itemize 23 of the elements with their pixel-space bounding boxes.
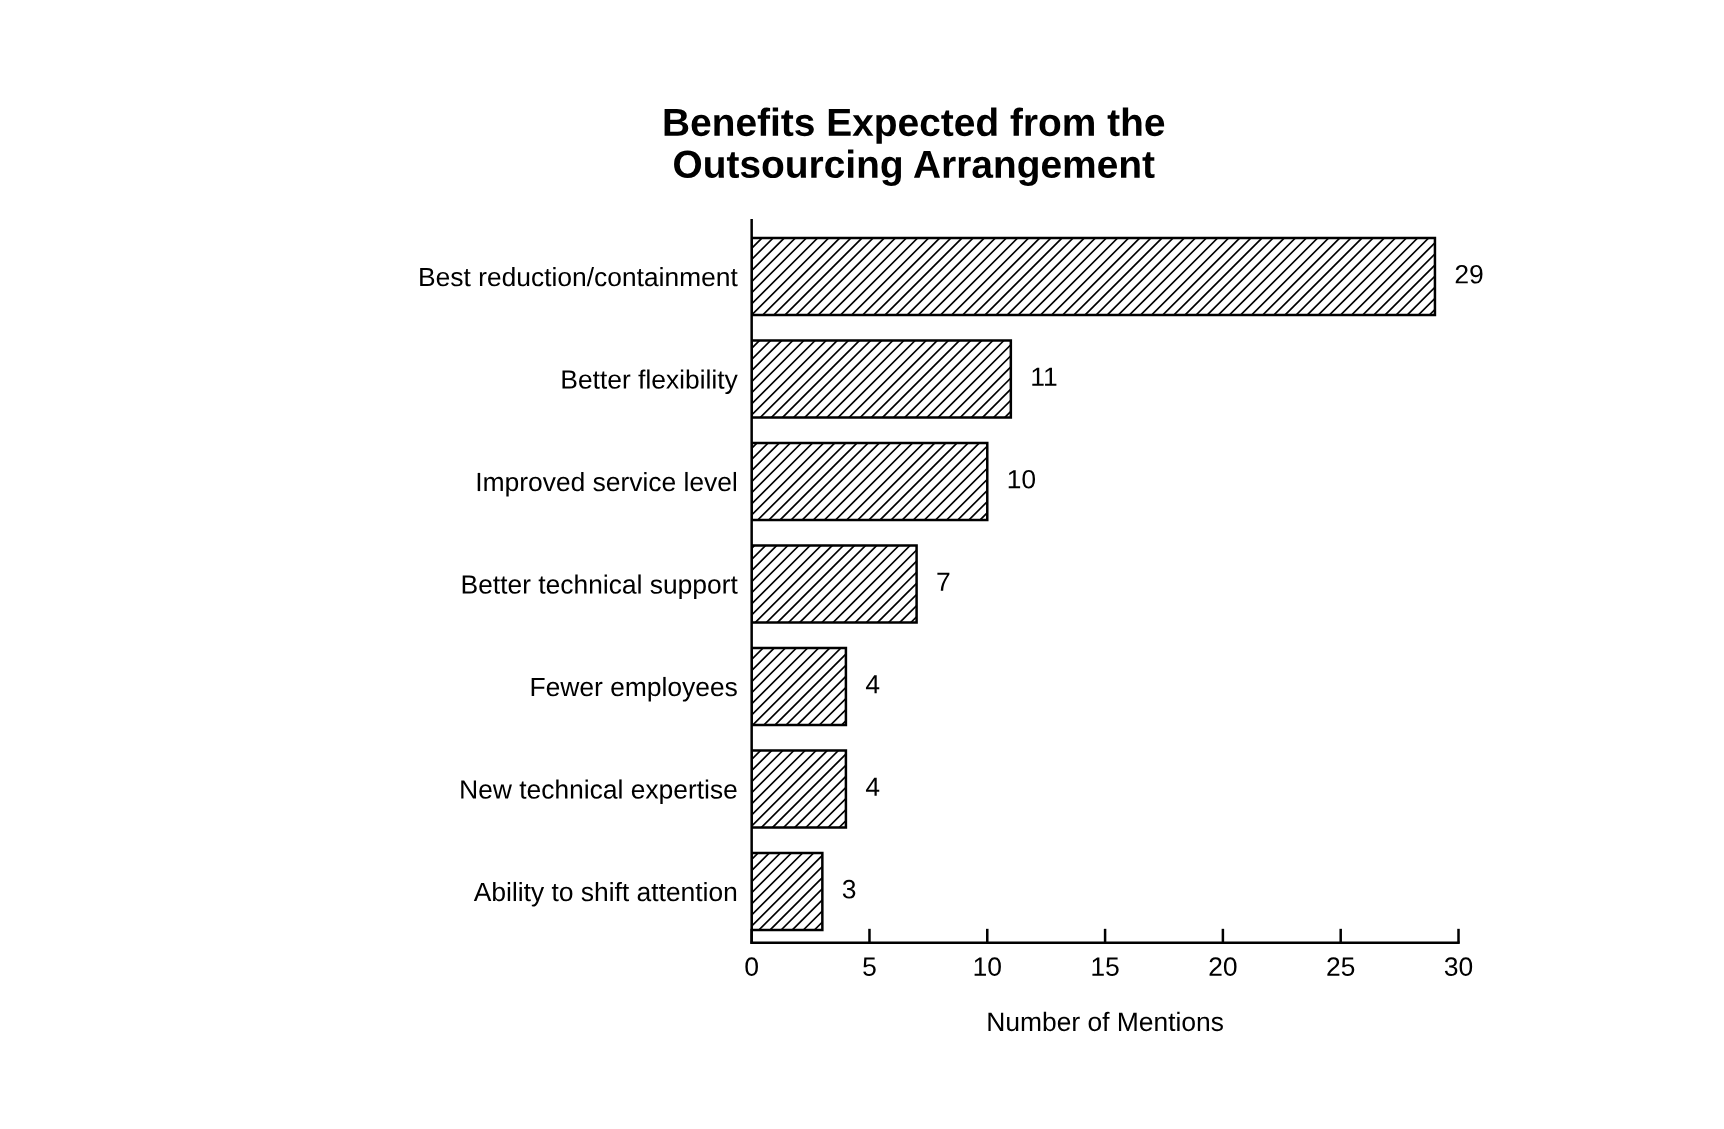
x-axis-title: Number of Mentions — [988, 1011, 1223, 1032]
data-label: 11 — [1032, 367, 1057, 386]
x-tick-label: 5 — [863, 957, 876, 976]
y-tick-label: Best reduction/containment — [420, 266, 738, 287]
data-label: 3 — [842, 879, 856, 899]
x-tick-label: 20 — [1209, 957, 1237, 976]
data-label: 7 — [937, 572, 950, 591]
y-tick-label: New technical expertise — [461, 779, 737, 805]
x-tick-label: 15 — [1092, 957, 1119, 976]
data-label: 29 — [1455, 264, 1483, 284]
chart-title: Benefits Expected from the Outsourcing Arrangement — [664, 107, 1165, 186]
data-label: 4 — [865, 777, 880, 796]
x-tick-label: 30 — [1444, 957, 1473, 976]
y-tick-label: Fewer employees — [531, 676, 737, 702]
data-label: 4 — [865, 675, 880, 694]
x-tick-label: 10 — [974, 957, 1001, 976]
y-tick-label: Improved service level — [477, 471, 737, 497]
y-tick-label: Better flexibility — [562, 369, 738, 395]
data-label: 10 — [1008, 469, 1036, 489]
x-tick-label: 25 — [1327, 957, 1355, 976]
x-tick-label: 0 — [745, 957, 758, 976]
y-tick-label: Better technical support — [462, 574, 738, 600]
y-tick-label: Ability to shift attention — [473, 881, 737, 907]
